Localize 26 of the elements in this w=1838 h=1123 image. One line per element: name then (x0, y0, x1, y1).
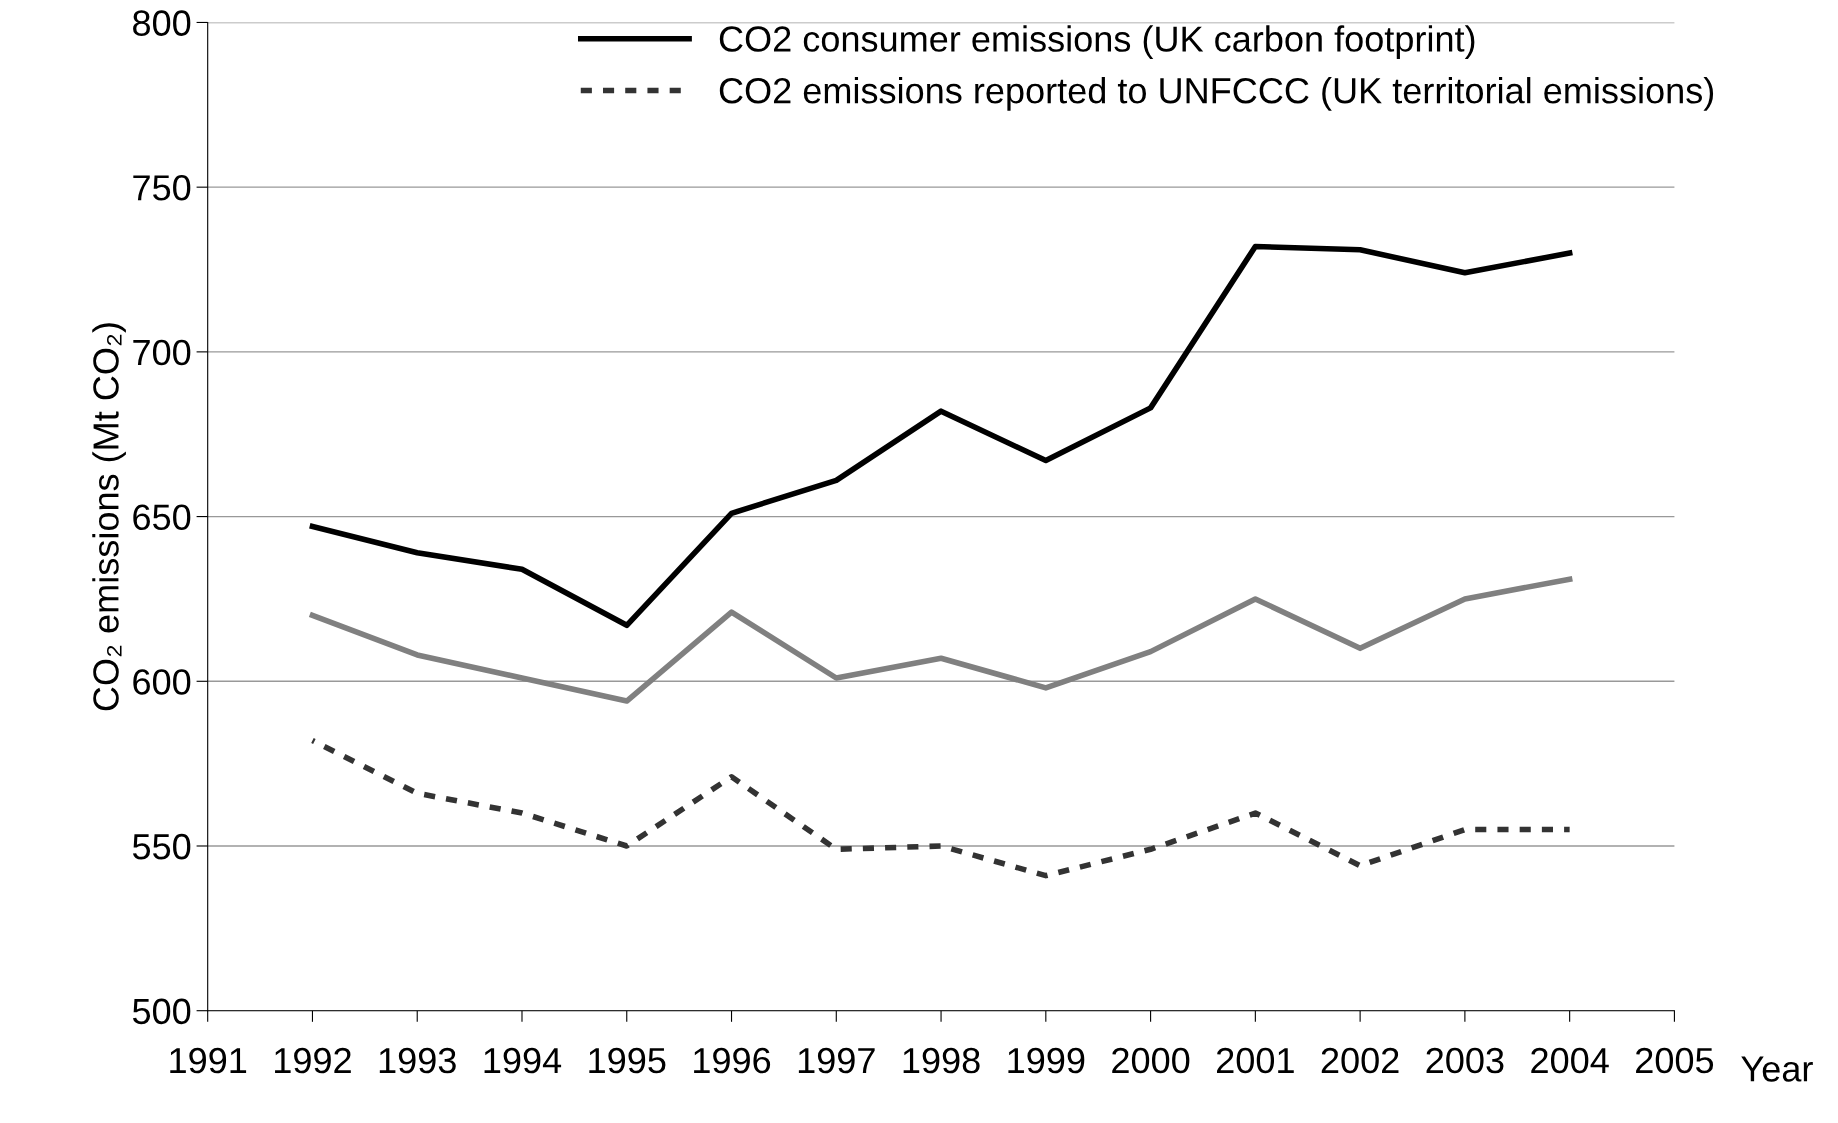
x-tick-label: 1996 (694, 1047, 771, 1074)
x-tick-label: 2005 (1636, 1047, 1714, 1074)
x-tick-label: 1995 (589, 1047, 666, 1074)
x-tick-label: 1991 (170, 1047, 247, 1074)
y-tick-label: 700 (133, 339, 191, 366)
legend-label: CO2 emissions reported to UNFCCC (UK territorial emissions) (719, 77, 1714, 111)
x-tick-label: 1992 (275, 1047, 351, 1074)
x-tick-label: 2001 (1217, 1047, 1294, 1074)
x-tick-label: 2003 (1426, 1047, 1504, 1074)
x-tick-label: 1997 (798, 1047, 875, 1074)
x-tick-label: 2002 (1321, 1047, 1399, 1074)
x-tick-label: 1993 (379, 1047, 456, 1074)
legend-label: CO2 consumer emissions (UK carbon footprint) (719, 25, 1475, 59)
y-tick-label: 650 (133, 504, 191, 531)
y-tick-label: 500 (132, 998, 191, 1025)
x-tick-label: 2004 (1531, 1047, 1609, 1074)
y-tick-label: 750 (133, 175, 191, 201)
x-tick-label: 1994 (484, 1047, 562, 1074)
x-tick-label: 1999 (1008, 1047, 1085, 1074)
y-tick-label: 550 (132, 833, 191, 860)
y-tick-label: 600 (133, 669, 191, 695)
x-axis-title: Year (1741, 1056, 1813, 1082)
x-tick-label: 2000 (1112, 1047, 1190, 1074)
x-tick-label: 1998 (903, 1047, 980, 1074)
y-tick-label: 800 (133, 10, 191, 36)
y-axis-title: CO₂ emissions (Mt CO₂) (92, 323, 126, 711)
